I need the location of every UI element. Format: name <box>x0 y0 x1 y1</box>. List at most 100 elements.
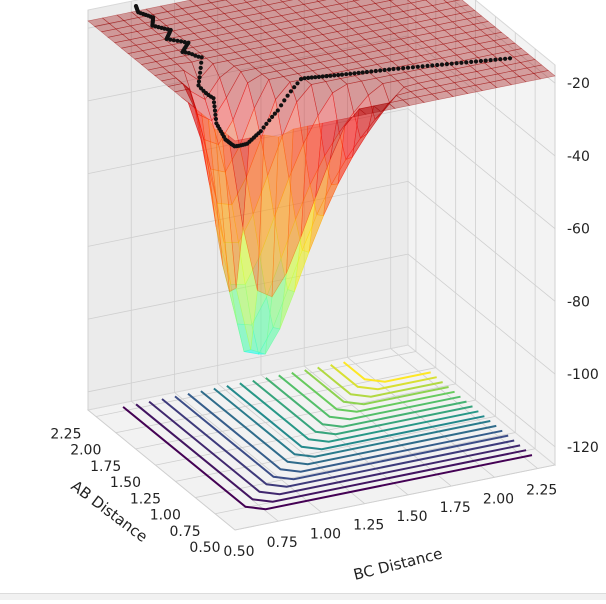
surface-facet <box>395 2 419 12</box>
surface-facet <box>325 78 348 94</box>
surface-facet <box>285 45 308 55</box>
surface-facet <box>259 9 283 19</box>
gridline-z-left <box>87 253 409 320</box>
surface-facet <box>316 11 340 22</box>
surface-facet <box>252 4 276 14</box>
surface-facet <box>205 54 229 64</box>
trajectory-point <box>179 39 184 44</box>
surface-facet <box>182 83 205 140</box>
surface-facet <box>120 44 144 54</box>
surface-facet <box>147 66 171 76</box>
trajectory-point <box>454 61 459 66</box>
surface-facet <box>218 119 241 173</box>
surface-facet <box>497 70 520 80</box>
trajectory-point <box>212 108 218 113</box>
surface-facet <box>266 257 289 329</box>
surface-facet <box>315 25 338 35</box>
surface-facet <box>456 51 479 61</box>
surface-facet <box>338 0 362 10</box>
trajectory-point <box>313 75 318 80</box>
surface-facet <box>410 88 433 98</box>
surface-facet <box>230 283 253 326</box>
surface-facet <box>238 213 261 286</box>
surface-facet <box>217 4 240 14</box>
surface-facet <box>244 255 267 326</box>
surface-facet <box>344 19 367 29</box>
surface-facet <box>430 16 454 26</box>
gridline-y-floor <box>87 409 236 531</box>
surface-facet <box>206 41 230 51</box>
surface-facet <box>317 92 340 157</box>
x-tick-label: 2.00 <box>70 443 101 459</box>
surface-facet <box>431 90 454 100</box>
surface-facet <box>326 64 349 74</box>
surface-facet <box>145 5 169 15</box>
surface-facet <box>173 13 196 23</box>
y-tick-label: 2.25 <box>526 483 557 499</box>
surface-facet <box>216 202 239 244</box>
surface-facet <box>230 15 253 25</box>
surface-facet <box>381 5 404 15</box>
trajectory-point <box>190 52 195 57</box>
surface-facet <box>526 64 549 74</box>
trajectory-point <box>213 112 218 117</box>
surface-facet <box>438 7 461 17</box>
surface-facet <box>250 32 274 42</box>
surface-facet <box>160 77 184 87</box>
trajectory-point <box>168 37 173 42</box>
trajectory-point <box>507 56 513 61</box>
surface-facet <box>445 87 469 97</box>
surface-facet <box>243 0 260 3</box>
surface-facet <box>257 134 279 298</box>
gridline-z-left <box>87 180 409 247</box>
surface-facet <box>244 12 268 22</box>
y-tick-label: 0.75 <box>267 535 298 551</box>
surface-facet <box>214 32 238 42</box>
surface-facet <box>358 105 382 115</box>
surface-facet <box>485 45 508 55</box>
surface-facet <box>403 82 426 92</box>
surface-facet <box>533 70 556 80</box>
trajectory-point <box>435 62 440 68</box>
surface-facet <box>246 0 269 9</box>
surface-facet <box>194 16 218 26</box>
surface-facet <box>135 41 158 52</box>
surface-facet <box>416 93 440 103</box>
surface-facet <box>215 226 238 325</box>
surface-facet <box>213 46 237 56</box>
surface-facet <box>322 31 345 41</box>
surface-facet <box>422 24 446 34</box>
surface-facet <box>353 0 377 7</box>
trajectory-point <box>415 64 420 69</box>
surface-facet <box>360 113 382 139</box>
trajectory-point <box>198 65 203 70</box>
surface-facet <box>229 287 252 352</box>
z-tick-label: -40 <box>567 149 590 165</box>
y-tick-label: 1.75 <box>440 500 471 516</box>
surface-facet <box>476 68 499 78</box>
trajectory-point <box>493 57 498 62</box>
trajectory-point <box>175 38 180 43</box>
surface-facet <box>352 105 375 158</box>
trajectory-point <box>320 74 325 79</box>
surface-facet <box>203 139 226 173</box>
surface-facet <box>332 83 355 134</box>
surface-facet <box>396 77 420 88</box>
trajectory-point <box>309 75 314 80</box>
surface-facet <box>425 71 449 81</box>
surface-facet <box>324 131 347 186</box>
trajectory-point <box>348 71 353 76</box>
trajectory-point <box>396 66 401 71</box>
surface-facet <box>406 41 430 51</box>
trajectory-point <box>197 75 202 80</box>
surface-facet <box>443 26 467 37</box>
trajectory-point <box>298 77 304 82</box>
surface-facet <box>156 44 180 54</box>
surface-facet <box>129 22 153 32</box>
surface-facet <box>291 51 315 61</box>
trajectory-point <box>488 58 493 63</box>
trajectory-point <box>198 86 204 91</box>
surface-facet <box>201 112 224 266</box>
surface-facet <box>360 3 383 13</box>
surface-facet <box>209 184 231 285</box>
